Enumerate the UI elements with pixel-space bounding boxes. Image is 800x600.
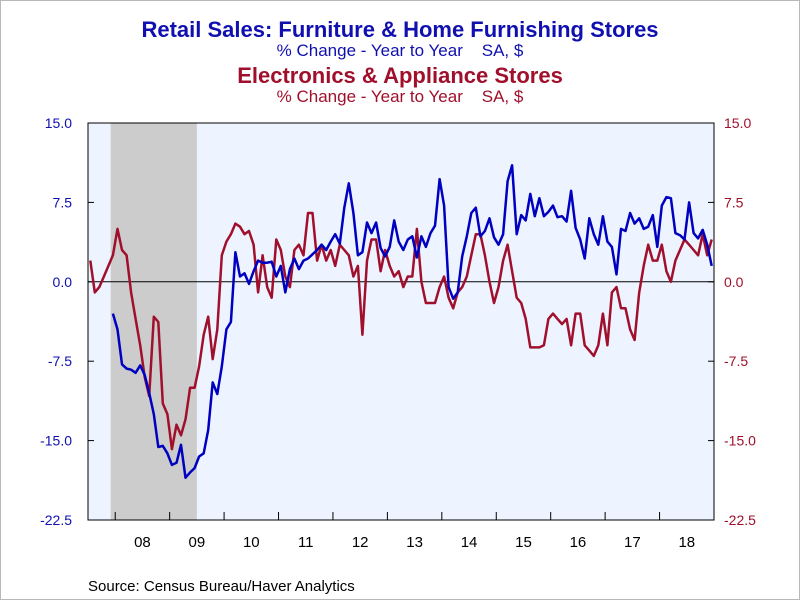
left-tick-label: -22.5 — [40, 512, 72, 528]
left-tick-label: 7.5 — [53, 194, 73, 210]
left-tick-label: 0.0 — [53, 274, 73, 290]
x-tick-label: 11 — [298, 534, 314, 551]
x-tick-label: 10 — [243, 534, 260, 551]
right-tick-label: -15.0 — [724, 433, 756, 449]
left-tick-label: 15.0 — [45, 115, 72, 131]
left-tick-label: -15.0 — [40, 433, 72, 449]
left-tick-label: -7.5 — [48, 353, 72, 369]
right-tick-label: -7.5 — [724, 353, 748, 369]
series2-title: Electronics & Appliance Stores — [237, 63, 563, 88]
source-note: Source: Census Bureau/Haver Analytics — [88, 578, 355, 595]
x-tick-label: 14 — [461, 534, 478, 551]
right-tick-label: 15.0 — [724, 115, 751, 131]
x-tick-label: 17 — [624, 534, 641, 551]
right-tick-label: 7.5 — [724, 194, 744, 210]
x-tick-label: 18 — [678, 534, 695, 551]
x-tick-label: 15 — [515, 534, 532, 551]
x-tick-label: 16 — [570, 534, 587, 551]
plot-border — [87, 122, 715, 521]
electronics-series-line — [89, 211, 713, 451]
right-tick-label: 0.0 — [724, 274, 744, 290]
x-tick-label: 12 — [352, 534, 369, 551]
x-tick-label: 13 — [406, 534, 423, 551]
series2-subtitle: % Change - Year to Year SA, $ — [276, 87, 524, 106]
series1-title: Retail Sales: Furniture & Home Furnishin… — [141, 17, 659, 42]
x-tick-label: 08 — [134, 534, 151, 551]
x-tick-label: 09 — [189, 534, 206, 551]
right-tick-label: -22.5 — [724, 512, 756, 528]
furniture-series-line — [111, 164, 713, 479]
series1-subtitle: % Change - Year to Year SA, $ — [276, 41, 524, 60]
